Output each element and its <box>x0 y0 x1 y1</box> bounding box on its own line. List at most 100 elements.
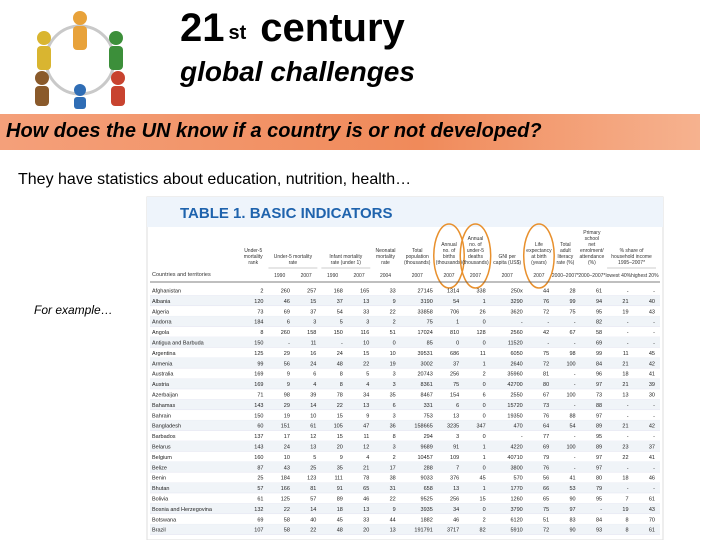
table-title-band <box>147 197 663 227</box>
table-cell: 90 <box>570 528 576 534</box>
column-subheader: 1990 <box>274 273 285 279</box>
table-cell: 97 <box>596 413 602 419</box>
table-cell: 9689 <box>421 445 433 451</box>
table-cell: 96 <box>596 372 602 378</box>
country-name: Barbados <box>152 434 176 440</box>
table-cell: 8467 <box>421 393 433 399</box>
table-cell: 7 <box>456 465 459 471</box>
table-cell: 29 <box>284 403 290 409</box>
table-cell: 260 <box>281 330 290 336</box>
table-cell: - <box>653 341 655 347</box>
table-cell: 17024 <box>417 330 432 336</box>
table-cell: 69 <box>257 517 263 523</box>
table-cell: 11 <box>623 351 629 357</box>
table-cell: 123 <box>307 476 316 482</box>
row-stripe <box>150 295 660 306</box>
table-cell: - <box>627 486 629 492</box>
table-cell: 43 <box>284 465 290 471</box>
table-cell: 53 <box>570 486 576 492</box>
row-stripe <box>150 461 660 473</box>
table-cell: 44 <box>390 517 396 523</box>
table-cell: 100 <box>566 361 575 367</box>
country-name: Belize <box>152 465 167 471</box>
table-cell: 8361 <box>421 382 433 388</box>
table-cell: - <box>574 465 576 471</box>
country-name: Albania <box>152 299 171 305</box>
table-cell: 46 <box>649 476 655 482</box>
column-subheader: 2007 <box>470 273 481 279</box>
table-cell: 13 <box>363 299 369 305</box>
table-cell: - <box>600 507 602 513</box>
table-cell: 61 <box>649 528 655 534</box>
country-name: Bahamas <box>152 403 175 409</box>
table-cell: 19 <box>284 413 290 419</box>
table-cell: - <box>574 372 576 378</box>
table-cell: 38 <box>390 476 396 482</box>
table-cell: 22 <box>622 455 628 461</box>
table-cell: 3 <box>313 320 316 326</box>
table-cell: 3290 <box>510 299 522 305</box>
table-cell: 21 <box>363 465 369 471</box>
table-cell: 99 <box>596 351 602 357</box>
table-cell: 45 <box>337 517 343 523</box>
table-cell: 79 <box>543 455 549 461</box>
table-cell: 120 <box>254 299 263 305</box>
table-cell: - <box>627 289 629 295</box>
table-cell: 80 <box>596 476 602 482</box>
table-cell: 0 <box>393 341 396 347</box>
table-cell: - <box>627 403 629 409</box>
table-cell: 72 <box>543 528 549 534</box>
table-cell: 3 <box>393 445 396 451</box>
table-cell: 57 <box>310 497 316 503</box>
table-cell: 37 <box>337 299 343 305</box>
table-cell: 72 <box>543 361 549 367</box>
table-cell: 37 <box>310 309 316 315</box>
logo <box>35 11 125 109</box>
table-cell: 97 <box>596 455 602 461</box>
table-cell: 6120 <box>510 517 522 523</box>
table-cell: 20 <box>363 528 369 534</box>
table-cell: 658 <box>424 486 433 492</box>
table-cell: 2560 <box>510 330 522 336</box>
country-name: Argentina <box>152 351 176 357</box>
table-cell: 1314 <box>447 289 459 295</box>
table-cell: 69 <box>596 341 602 347</box>
table-cell: 137 <box>254 434 263 440</box>
table-cell: 1 <box>483 299 486 305</box>
table-cell: 250x <box>511 289 523 295</box>
row-stripe <box>150 316 660 327</box>
table-cell: 91 <box>337 486 343 492</box>
table-cell: 22 <box>390 309 396 315</box>
column-subheader: 2007 <box>502 273 513 279</box>
table-cell: 72 <box>543 309 549 315</box>
table-cell: 58 <box>596 330 602 336</box>
table-cell: 13 <box>363 403 369 409</box>
table-cell: 48 <box>337 361 343 367</box>
table-cell: 294 <box>424 434 433 440</box>
table-cell: 19350 <box>507 413 522 419</box>
table-cell: 107 <box>254 528 263 534</box>
table-cell: 15 <box>337 434 343 440</box>
table-cell: 470 <box>514 424 523 430</box>
column-subheader: 2007 <box>301 273 312 279</box>
table-cell: 288 <box>424 465 433 471</box>
table-cell: 5 <box>366 372 369 378</box>
table-cell: 56 <box>543 476 549 482</box>
table-cell: 3620 <box>510 309 522 315</box>
table-cell: 24 <box>284 445 290 451</box>
country-name: Australia <box>152 372 174 378</box>
table-cell: 150 <box>254 341 263 347</box>
table-cell: 69 <box>543 445 549 451</box>
table-cell: 30 <box>649 393 655 399</box>
table-cell: 61 <box>596 289 602 295</box>
table-cell: 1770 <box>510 486 522 492</box>
table-cell: 706 <box>450 309 459 315</box>
table-cell: 3 <box>366 320 369 326</box>
table-cell: 151 <box>281 424 290 430</box>
table-cell: 21 <box>622 382 628 388</box>
column-header: Infant mortality rate (under 1) <box>329 254 362 266</box>
table-cell: 1 <box>483 445 486 451</box>
table-cell: 810 <box>450 330 459 336</box>
table-cell: 15 <box>363 351 369 357</box>
table-cell: 2 <box>393 320 396 326</box>
